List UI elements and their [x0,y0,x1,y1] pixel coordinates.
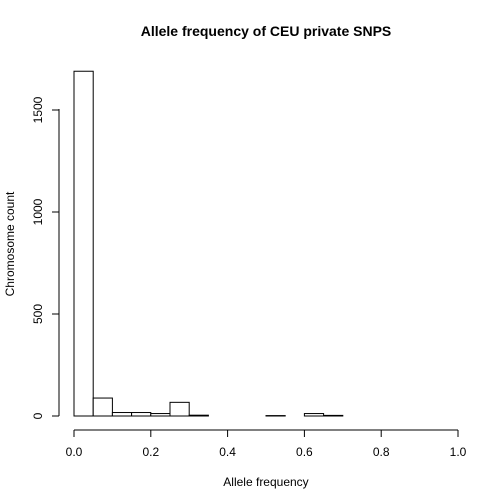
x-tick-label: 1.0 [450,445,467,459]
x-tick-label: 0.6 [296,445,313,459]
histogram-bar [92,397,113,417]
y-axis: 0 500 1000 1500 [31,96,60,419]
histogram-bar [188,414,209,417]
x-tick-label: 0.8 [373,445,390,459]
histogram-bar [73,70,94,417]
x-axis: 0.0 0.2 0.4 0.6 0.8 1.0 [66,429,467,459]
y-tick-label: 500 [31,304,45,324]
histogram-bar [323,414,344,417]
x-axis-label: Allele frequency [223,475,308,489]
histogram-bar [131,412,152,417]
histogram-bar [150,413,171,417]
y-tick-label: 1500 [31,96,45,123]
bars-group [73,70,344,417]
histogram-bar [303,413,325,417]
y-axis-label: Chromosome count [3,191,17,296]
x-tick-label: 0.2 [142,445,159,459]
histogram-bar [169,401,190,417]
x-tick-label: 0.0 [66,445,83,459]
chart-title: Allele frequency of CEU private SNPS [141,23,392,39]
histogram-bar [111,412,133,417]
y-tick-label: 1000 [31,198,45,225]
x-tick-label: 0.4 [219,445,236,459]
y-tick-label: 0 [31,412,45,419]
